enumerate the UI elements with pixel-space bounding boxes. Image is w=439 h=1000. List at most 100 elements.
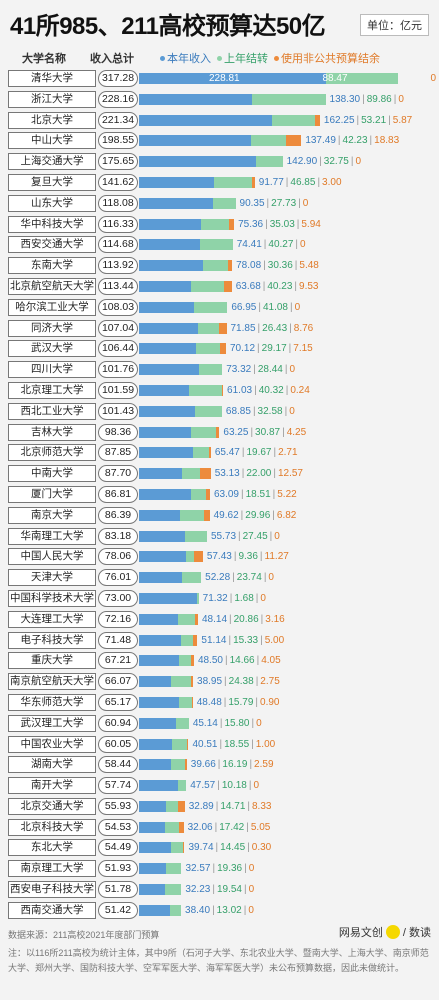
separator: | [248,780,252,792]
total-value: 57.74 [98,777,138,795]
value-labels: 71.85 | 26.43 | 8.76 [231,322,314,335]
total-value: 317.28 [98,70,138,87]
separator: | [260,634,263,646]
separator: | [229,613,232,625]
separator: | [217,759,221,771]
bar-income [139,322,198,334]
total-value: 76.01 [98,569,138,587]
separator: | [246,821,249,833]
income-label: 51.14 [201,634,227,646]
total-value: 65.17 [98,693,138,711]
table-row: 北京科技大学 54.53 32.06 | 17.42 | 5.05 [0,817,439,838]
separator: | [219,738,223,750]
bar-area: 63.09 | 18.51 | 5.22 [139,486,436,503]
surplus-label: 4.25 [286,426,307,438]
income-label: 228.81 [209,73,240,84]
bar-surplus [221,384,224,396]
income-label: 70.12 [230,343,256,355]
bar-area: 32.23 | 19.54 | 0 [139,881,436,898]
value-labels: 40.51 | 18.55 | 1.00 [192,738,275,751]
bar-income [139,884,166,896]
bar-carryover [179,509,205,521]
total-value: 71.48 [98,631,138,649]
separator: | [255,592,259,604]
separator: | [285,176,289,188]
bar-income [139,800,166,812]
value-labels: 65.47 | 19.67 | 2.71 [215,446,298,459]
income-label: 91.77 [258,176,284,188]
separator: | [260,613,264,625]
surplus-label: 0 [294,301,301,313]
bar-carryover [170,676,191,688]
bar-area: 90.35 | 27.73 | 0 [139,195,436,212]
value-labels: 48.48 | 15.79 | 0.90 [197,696,280,709]
bar-carryover [195,405,222,417]
bar-area: 68.85 | 32.58 | 0 [139,403,436,420]
bar-area: 70.12 | 29.17 | 7.15 [139,340,436,357]
income-label: 40.51 [192,738,218,750]
unit-label: 单位：亿元 [360,14,429,36]
bar-income [139,488,191,500]
bar-carryover [178,655,191,667]
table-row: 湖南大学 58.44 39.66 | 16.19 | 2.59 [0,754,439,775]
total-value: 66.07 [98,673,138,691]
separator: | [223,696,227,708]
legend-item: 本年收入 [160,50,211,66]
surplus-label: 0 [248,884,255,896]
value-labels: 32.23 | 19.54 | 0 [185,883,254,896]
bar-income [139,468,183,480]
income-label: 52.28 [205,572,231,584]
separator: | [288,343,292,355]
university-name: 华东师范大学 [8,693,96,711]
carryover-label: 28.44 [257,364,283,376]
table-row: 中南大学 87.70 53.13 | 22.00 | 12.57 [0,463,439,484]
bar-area: 55.73 | 27.45 | 0 [139,528,436,545]
university-name: 武汉大学 [8,340,96,358]
value-labels: 78.08 | 30.36 | 5.48 [236,259,319,272]
bar-carryover [196,343,221,355]
value-labels: 32.57 | 19.36 | 0 [185,862,254,875]
table-row: 浙江大学 228.16 138.30 | 89.86 | 0 [0,89,439,110]
surplus-label: 9.53 [299,280,319,292]
bar-area: 32.06 | 17.42 | 5.05 [139,819,436,836]
carryover-label: 32.75 [323,156,349,168]
separator: | [232,572,235,584]
separator: | [228,634,232,646]
university-name: 西北工业大学 [8,402,96,420]
bar-income [139,613,179,625]
university-name: 中国农业大学 [8,735,96,753]
bar-income [139,759,172,771]
total-value: 98.36 [98,423,138,441]
bar-carryover [165,800,178,812]
surplus-label: 8.33 [252,800,272,812]
university-name: 华南理工大学 [8,527,96,545]
table-row: 哈尔滨工业大学 108.03 66.95 | 41.08 | 0 [0,297,439,318]
surplus-label: 5.87 [392,114,413,126]
value-labels: 137.49 | 42.23 | 18.83 [305,134,399,147]
income-label: 55.73 [210,530,237,542]
surplus-label: 0 [289,405,295,417]
table-row: 北京航空航天大学 113.44 63.68 | 40.23 | 9.53 [0,276,439,297]
separator: | [369,135,373,147]
bar-surplus [229,218,235,230]
bar-surplus [193,634,198,646]
income-label: 32.57 [185,863,211,875]
carryover-label: 27.73 [271,197,297,209]
total-value: 116.33 [98,215,138,233]
surplus-label: 0 [355,156,361,168]
table-row: 南京大学 86.39 49.62 | 29.96 | 6.82 [0,505,439,526]
bar-area: 32.57 | 19.36 | 0 [139,860,436,877]
value-labels: 51.14 | 15.33 | 5.00 [201,634,284,647]
value-labels: 70.12 | 29.17 | 7.15 [230,342,313,355]
bar-income [139,530,185,542]
income-label: 63.09 [213,488,239,500]
separator: | [282,426,285,438]
income-label: 61.03 [227,384,253,396]
bar-area: 47.57 | 10.18 | 0 [139,777,436,794]
carryover-label: 89.86 [366,93,392,105]
bar-surplus [227,260,233,272]
separator: | [241,468,245,480]
separator: | [215,800,219,812]
bar-area: 48.48 | 15.79 | 0.90 [139,694,436,711]
bar-carryover [190,426,216,438]
